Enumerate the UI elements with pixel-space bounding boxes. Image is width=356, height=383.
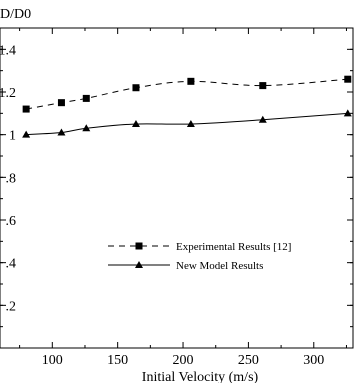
series-markers <box>22 75 352 138</box>
data-point-2 <box>186 120 195 127</box>
x-tick-label: 100 <box>42 353 63 368</box>
data-point-2 <box>131 120 140 127</box>
data-point-1 <box>22 105 30 113</box>
y-tick-label: 1.4 <box>0 43 16 58</box>
x-tick-label: 150 <box>107 353 128 368</box>
x-tick-label: 300 <box>303 353 324 368</box>
data-point-2 <box>57 128 66 136</box>
series-lines <box>26 78 348 136</box>
plot-frame <box>0 27 354 349</box>
series-line-1 <box>26 78 348 110</box>
y-tick-label: .6 <box>6 214 17 229</box>
data-point-2 <box>22 130 31 138</box>
data-point-1 <box>57 99 65 107</box>
data-point-1 <box>132 84 140 92</box>
data-point-1 <box>259 82 267 90</box>
legend-marker-1 <box>135 242 143 250</box>
data-point-1 <box>187 77 195 85</box>
y-tick-label: 1 <box>9 129 16 144</box>
legend-label-1: Experimental Results [12] <box>176 241 291 253</box>
data-point-2 <box>343 109 352 117</box>
data-point-1 <box>344 75 352 83</box>
series-line-2 <box>26 112 348 136</box>
y-tick-label: .8 <box>6 171 17 186</box>
y-axis-label: D/D0 <box>0 7 31 22</box>
data-point-1 <box>82 94 90 102</box>
x-axis-label: Initial Velocity (m/s) <box>142 370 259 383</box>
x-ticks: 100 150 200 250 300 <box>19 28 347 368</box>
legend-marker-2 <box>135 261 143 268</box>
data-point-2 <box>82 124 91 132</box>
plot-border <box>0 27 354 349</box>
y-tick-label: .2 <box>6 299 17 314</box>
legend-label-2: New Model Results <box>176 260 263 272</box>
y-tick-label: .4 <box>6 257 17 272</box>
y-ticks: .2 .4 .6 .8 1 1.2 1.4 <box>0 27 353 349</box>
legend: Experimental Results [12] New Model Resul… <box>108 241 291 272</box>
x-tick-label: 250 <box>238 353 259 368</box>
data-point-2 <box>258 115 267 123</box>
y-tick-label: 1.2 <box>0 86 16 101</box>
x-tick-label: 200 <box>173 353 194 368</box>
